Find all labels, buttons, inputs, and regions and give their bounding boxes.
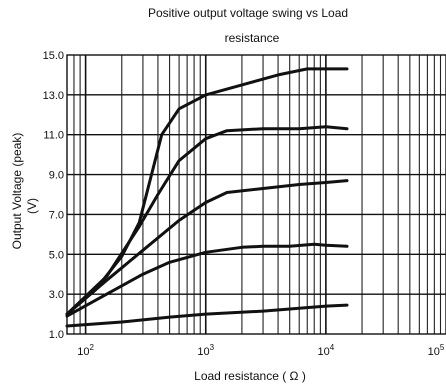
x-tick-label: 103 — [197, 343, 214, 358]
y-tick-label: 15.0 — [43, 50, 64, 62]
x-axis-ticks: 102 103 104 105 — [77, 343, 445, 358]
y-tick-label: 11.0 — [43, 130, 64, 142]
grid-major — [67, 55, 446, 334]
chart-title-line1: Positive output voltage swing vs Load — [148, 6, 348, 20]
chart-title-line2: resistance — [225, 31, 280, 45]
y-tick-label: 3.0 — [49, 289, 64, 301]
y-tick-label: 7.0 — [49, 209, 64, 221]
x-tick-label: 102 — [77, 343, 94, 358]
x-tick-label: 105 — [428, 343, 445, 358]
y-axis-label-line2: (V) — [25, 198, 39, 214]
grid-minor — [73, 55, 442, 334]
series-line-2 — [65, 125, 349, 316]
y-axis-label-line1: Output Voltage (peak) — [10, 133, 24, 250]
series-layer — [65, 67, 349, 328]
series-line-1 — [65, 67, 349, 316]
y-tick-label: 5.0 — [49, 249, 64, 261]
y-tick-label: 9.0 — [49, 170, 64, 182]
y-axis-ticks: 1.0 3.0 5.0 7.0 9.0 11.0 13.0 15.0 — [43, 50, 64, 341]
series-line-5 — [65, 303, 349, 328]
x-axis-label: Load resistance ( Ω ) — [194, 369, 306, 383]
y-tick-label: 1.0 — [49, 329, 64, 341]
series-line-3 — [65, 179, 349, 316]
x-tick-label: 104 — [318, 343, 335, 358]
plot-frame — [66, 54, 446, 335]
series-line-4 — [65, 242, 349, 318]
y-tick-label: 13.0 — [43, 90, 64, 102]
